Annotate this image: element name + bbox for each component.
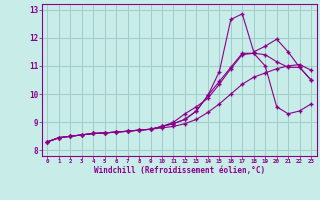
X-axis label: Windchill (Refroidissement éolien,°C): Windchill (Refroidissement éolien,°C) bbox=[94, 166, 265, 175]
